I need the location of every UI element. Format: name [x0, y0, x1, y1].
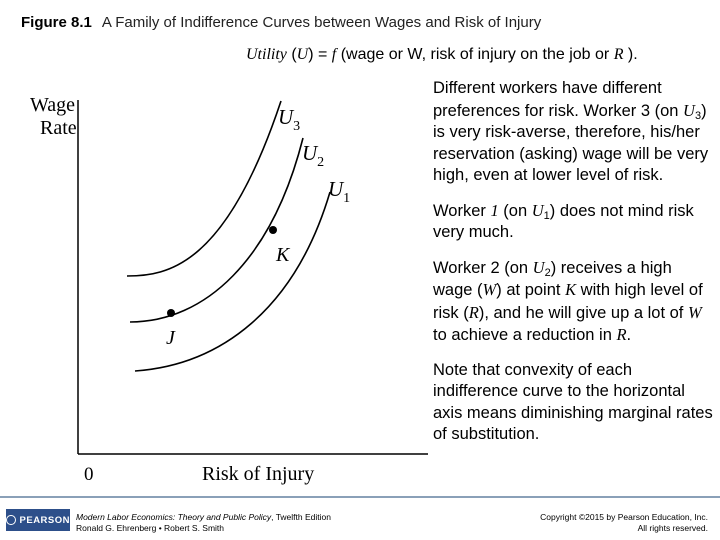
utility-rest-a: (wage or W, risk of injury on the job or [336, 46, 614, 63]
book-citation: Modern Labor Economics: Theory and Publi… [76, 512, 331, 534]
note2-text-b: (on [498, 201, 532, 220]
figure-title: Figure 8.1 A Family of Indifference Curve… [21, 14, 541, 31]
curve-label-u3: U3 [278, 105, 300, 134]
indifference-curve-u2 [129, 137, 304, 323]
note3-text-c: ) at point [496, 281, 566, 299]
pearson-logo: PEARSON [6, 509, 70, 531]
note1-sub: 3 [694, 109, 702, 122]
note3-text-g: . [626, 326, 632, 344]
note3-u: U [532, 257, 545, 277]
note-worker-3: Different workers have different prefere… [433, 78, 715, 187]
utility-function: Utility (U) = f (wage or W, risk of inju… [246, 46, 638, 64]
copyright-line-1: Copyright ©2015 by Pearson Education, In… [540, 512, 708, 522]
note2-u: U [531, 200, 544, 220]
pearson-logo-text: PEARSON [19, 514, 70, 526]
note2-text-a: Worker [433, 201, 491, 220]
utility-f: f [331, 46, 337, 63]
utility-u: U [296, 46, 309, 63]
origin-label: 0 [84, 464, 94, 485]
copyright-notice: Copyright ©2015 by Pearson Education, In… [540, 512, 708, 534]
note-convexity: Note that convexity of each indifference… [433, 360, 713, 444]
y-axis-label-wage: Wage [30, 94, 75, 116]
figure-caption: A Family of Indifference Curves between … [101, 14, 542, 31]
copyright-line-2: All rights reserved. [637, 523, 708, 533]
note3-r2: R [616, 325, 627, 344]
note3-r1: R [468, 302, 479, 322]
book-title-line: Modern Labor Economics: Theory and Publi… [76, 512, 331, 523]
point-k-label: K [275, 244, 291, 266]
note3-text-f: to achieve a reduction in [433, 326, 617, 344]
note3-text-a: Worker 2 (on [433, 258, 533, 277]
note-worker-1: Worker 1 (on U1) does not mind risk very… [433, 200, 715, 244]
utility-rest-b: ). [623, 46, 638, 63]
book-edition: , Twelfth Edition [271, 512, 331, 522]
indifference-curve-diagram: Wage Rate 0 Risk of Injury U3 U2 U1 K J [30, 94, 428, 485]
note3-text-b: ) receives a high wage ( [433, 258, 672, 300]
note1-text-b: ) is very risk-averse, therefore, his/he… [433, 101, 709, 185]
point-j-marker [167, 309, 175, 317]
curve-label-u2: U2 [302, 141, 324, 170]
pearson-logo-mark-icon [6, 515, 16, 525]
utility-r: R [613, 46, 624, 63]
note-worker-2: Worker 2 (on U2) receives a high wage (W… [433, 257, 715, 347]
footer-divider [0, 496, 720, 498]
note1-text-a: Different workers have different prefere… [433, 79, 684, 120]
point-k-marker [269, 226, 277, 234]
figure-number: Figure 8.1 [21, 14, 92, 31]
indifference-curve-u3 [126, 100, 282, 277]
note3-k: K [565, 280, 577, 299]
note2-num: 1 [490, 200, 499, 220]
note3-sub: 2 [544, 266, 551, 279]
note3-w1: W [482, 280, 497, 299]
note2-text-c: ) does not mind risk very much. [433, 201, 694, 242]
note1-u: U [683, 100, 695, 120]
y-axis-label-rate: Rate [40, 117, 77, 139]
point-j-label: J [166, 327, 176, 349]
utility-paren-close: ) = [308, 46, 332, 63]
utility-lead: Utility [246, 46, 287, 63]
note3-text-d: with high level of risk ( [433, 281, 703, 322]
curve-label-u1: U1 [328, 177, 350, 206]
note3-w2: W [687, 302, 702, 322]
explanation-notes: Different workers have different prefere… [433, 78, 715, 459]
indifference-curve-u1 [134, 191, 331, 372]
utility-paren-open: ( [286, 46, 297, 63]
book-title: Modern Labor Economics: Theory and Publi… [76, 512, 272, 522]
note2-sub: 1 [543, 209, 550, 222]
book-authors: Ronald G. Ehrenberg • Robert S. Smith [76, 523, 225, 533]
note3-text-e: ), and he will give up a lot of [478, 303, 688, 322]
x-axis-label: Risk of Injury [202, 463, 314, 485]
